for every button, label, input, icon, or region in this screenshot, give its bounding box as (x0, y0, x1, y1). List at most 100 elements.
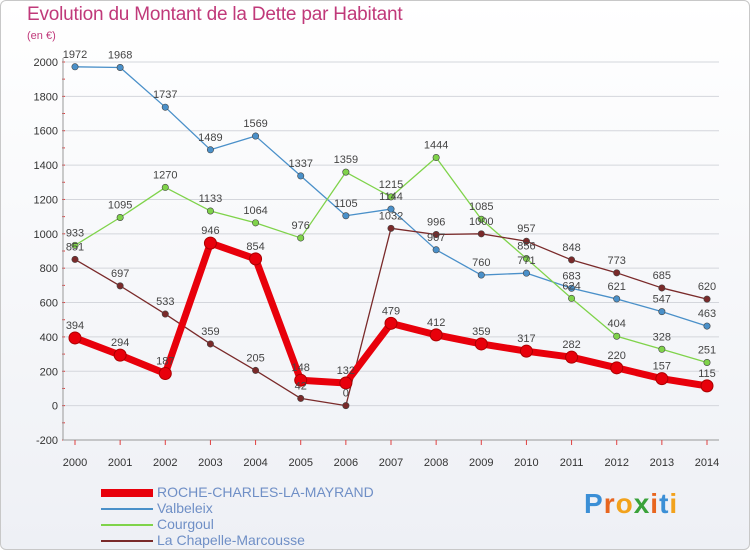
grid-lines (63, 61, 719, 441)
data-label: 1064 (243, 205, 267, 217)
logo-letter: i (669, 488, 679, 519)
legend-label: Courgoul (157, 516, 214, 532)
x-tick-label: 2014 (695, 457, 719, 469)
data-label: 1489 (198, 132, 222, 144)
data-point (297, 172, 305, 180)
data-label: 848 (562, 242, 580, 254)
data-point (113, 348, 127, 362)
y-tick-label: 1600 (34, 126, 58, 138)
data-point (339, 376, 353, 390)
logo-letter: o (615, 488, 634, 519)
data-point (477, 215, 485, 223)
data-point (477, 230, 485, 238)
y-tick-label: -200 (36, 435, 58, 447)
data-point (387, 205, 395, 213)
series-points (68, 63, 714, 410)
y-unit-label: (en €) (27, 30, 56, 42)
data-point (342, 402, 350, 410)
data-point (342, 212, 350, 220)
data-point (384, 316, 398, 330)
data-label: 771 (517, 255, 535, 267)
y-tick-label: 600 (40, 298, 58, 310)
data-label: 856 (517, 241, 535, 253)
data-label: 463 (698, 308, 716, 320)
y-tick-label: 800 (40, 263, 58, 275)
data-point (161, 183, 169, 191)
data-label: 1444 (424, 140, 448, 152)
data-label: 1144 (379, 191, 403, 203)
data-point (387, 193, 395, 201)
data-point (655, 372, 669, 386)
data-point (522, 237, 530, 245)
data-label: 187 (156, 356, 174, 368)
data-point (206, 207, 214, 215)
data-label: 132 (337, 365, 355, 377)
logo-letter: P (584, 488, 604, 519)
data-label: 683 (562, 270, 580, 282)
tick-labels: -200 0 200 400 600 800 1000 1200 1400 1600 1800 200… (34, 57, 720, 469)
data-label: 479 (382, 305, 400, 317)
data-label: 697 (111, 268, 129, 280)
data-point (71, 255, 79, 263)
data-label: 394 (66, 320, 84, 332)
legend-label: La Chapelle-Marcousse (157, 532, 305, 548)
data-point (658, 284, 666, 292)
chart-title: Evolution du Montant de la Dette par Hab… (27, 4, 403, 25)
data-point (294, 373, 308, 387)
logo-letter: i (650, 488, 660, 519)
x-tick-label: 2002 (153, 457, 177, 469)
data-point (252, 366, 260, 374)
data-point (613, 295, 621, 303)
data-point (249, 252, 263, 266)
data-point (613, 332, 621, 340)
x-tick-label: 2005 (288, 457, 312, 469)
data-label: 1133 (199, 193, 223, 205)
y-tick-label: 1400 (34, 160, 58, 172)
data-point (568, 294, 576, 302)
data-label: 1569 (243, 118, 267, 130)
data-label: 205 (246, 352, 264, 364)
data-label: 251 (698, 345, 716, 357)
data-label: 412 (427, 317, 445, 329)
legend-swatch (101, 540, 153, 542)
data-label: 907 (427, 232, 445, 244)
y-tick-label: 2000 (34, 57, 58, 69)
data-label: 1737 (153, 89, 177, 101)
data-point (297, 394, 305, 402)
data-point (297, 234, 305, 242)
data-label: 1032 (379, 210, 403, 222)
data-label: 620 (698, 281, 716, 293)
data-point (116, 63, 124, 71)
data-point (658, 345, 666, 353)
data-label: 976 (292, 220, 310, 232)
data-label: 1215 (379, 179, 403, 191)
x-tick-label: 2010 (514, 457, 538, 469)
legend-swatch (101, 524, 153, 526)
x-tick-label: 2013 (650, 457, 674, 469)
data-label: 1095 (108, 199, 132, 211)
data-label: 1359 (334, 154, 358, 166)
data-label: 957 (517, 223, 535, 235)
data-point (252, 132, 260, 140)
data-point (206, 146, 214, 154)
data-label: 624 (562, 280, 580, 292)
data-label: 547 (653, 294, 671, 306)
x-tick-label: 2000 (63, 457, 87, 469)
data-label: 621 (608, 281, 626, 293)
legend-label: Valbeleix (157, 500, 213, 516)
data-point (522, 269, 530, 277)
data-point (474, 337, 488, 351)
data-point (703, 295, 711, 303)
x-tick-label: 2012 (604, 457, 628, 469)
y-tick-label: 0 (52, 401, 58, 413)
data-label: 1000 (469, 216, 493, 228)
data-label: 533 (156, 296, 174, 308)
data-label: 933 (66, 227, 84, 239)
x-tick-label: 2007 (379, 457, 403, 469)
data-point (432, 246, 440, 254)
legend-swatch (101, 508, 153, 510)
data-point (519, 344, 533, 358)
data-point (116, 213, 124, 221)
logo-letter: x (633, 488, 651, 519)
data-label: 115 (698, 368, 716, 380)
